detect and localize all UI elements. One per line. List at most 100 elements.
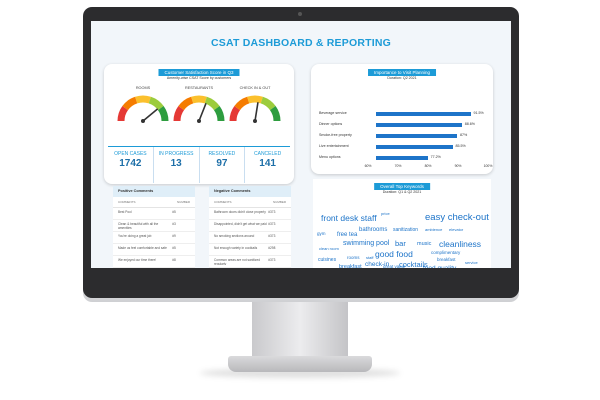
keyword: price [381,211,390,216]
bar-row: Beverage service 91.5% [319,110,499,118]
table-row: You're doing a great job #9 [113,232,195,244]
stat-canceled: CANCELED 141 [245,147,290,183]
x-tick-label: 100% [483,164,493,168]
keyword: breakfast [339,264,362,268]
negative-comment-list: Bathroom doors didn't close properly #373… [209,208,291,268]
keyword: cuisines [318,257,337,263]
table-row: Not enough variety in cocktails #298 [209,244,291,256]
keyword: gym [317,231,326,236]
gauge-hub [197,119,201,123]
bar-category-label: Dinner options [319,122,343,126]
keyword: check-in [365,261,390,268]
gauge-segment [122,96,138,111]
gauge-segment [157,106,169,122]
bar-value-label: 85.5% [455,144,466,148]
stat-value: 1742 [119,158,142,169]
bar-category-label: Smoke-free property [319,133,352,137]
bar-category-label: Beverage service [319,111,347,115]
stat-in-progress: IN PROGRESS 13 [154,147,200,183]
gauge-needle [254,102,259,122]
keyword: good food [375,249,413,259]
gauge-segment [247,95,263,104]
keyword: bar [395,239,406,248]
bar [376,112,471,116]
table-row: Disappointed, didn't get what we paid #37… [209,220,291,232]
keyword: ambience [425,227,443,232]
keywords-panel: Overall Top Keywords Duration: Q1 & Q2 2… [313,179,491,268]
stat-value: 141 [259,158,276,169]
keyword: sanitization [393,227,419,233]
keyword: easy check-out [425,212,489,223]
comment-number: #373 [268,258,276,262]
bar-row: Menu options 77.2% [319,154,499,162]
comment-number: #9 [172,234,176,238]
comment-number: #5 [172,210,176,214]
gauge-segment [204,96,220,111]
comment-number: #5 [172,246,176,250]
comment-text: No smoking sections around [214,234,255,238]
keyword: music [417,241,432,247]
x-tick-label: 70% [394,164,402,168]
column-header: COMMENTS [118,200,136,204]
importance-card: Importance to Visit Planning Duration: Q… [311,64,493,174]
gauge-segment [213,106,225,122]
bar [376,134,457,138]
stat-resolved: RESOLVED 97 [200,147,246,183]
importance-card-header: Importance to Visit Planning [368,69,436,76]
keyword: elevator [449,227,464,232]
x-tick-label: 60% [364,164,372,168]
comment-text: Disappointed, didn't get what we paid [214,222,267,226]
table-row: Bathroom doors didn't close properly #373 [209,208,291,220]
gauge-rooms: ROOMS [114,86,172,129]
stat-label: CANCELED [254,151,282,157]
stat-label: OPEN CASES [114,151,147,157]
table-row: Made us feel comfortable and safe #5 [113,244,195,256]
keywords-subtitle: Duration: Q1 & Q2 2021 [382,190,422,194]
gauge-label: ROOMS [135,86,151,90]
table-row: Common areas are not sanitized regularly… [209,256,291,268]
keyword: cocktails [399,260,428,268]
gauge-segment [191,95,207,104]
x-tick-label: 90% [454,164,462,168]
monitor-bezel: CSAT DASHBOARD & REPORTING Customer Sati… [83,7,519,298]
gauge-hub [141,119,145,123]
comment-number: #8 [172,258,176,262]
table-row: No smoking sections around #373 [209,232,291,244]
keyword: rooms [347,255,360,260]
gauge-hub [253,119,257,123]
positive-comments-panel: Positive Comments COMMENTS NUMBER Best P… [113,186,195,268]
comment-text: You're doing a great job [118,234,152,238]
gauge-segment [178,96,194,111]
gauge-restaurants: RESTAURANTS [170,86,228,129]
keyword: clean room [319,246,339,251]
comment-text: Not enough variety in cocktails [214,246,258,250]
negative-comments-panel: Negative Comments COMMENTS NUMBER Bathro… [209,186,291,268]
comment-text: Best Pool [118,210,132,214]
gauge-segment [135,95,151,104]
keyword: breakfast [437,257,456,262]
table-row: Best Pool #5 [113,208,195,220]
bar-value-label: 87% [460,133,468,137]
x-tick-label: 80% [424,164,432,168]
panel-title: Negative Comments [209,186,291,197]
comment-text: Made us feel comfortable and safe [118,246,167,250]
csat-card-subtitle: Amenity-wise CSAT Score by customers [166,76,232,80]
keyword: swimming pool [343,240,390,247]
gauge-label: RESTAURANTS [185,86,213,90]
keyword: complimentary [431,250,461,255]
keyword: bathrooms [359,227,388,233]
monitor-stand-base [228,356,372,372]
column-header: NUMBER [176,200,190,204]
gauge-needle [142,108,159,122]
gauge-segment [173,106,185,122]
gauge-segment [260,96,276,111]
importance-card-subtitle: Duration: Q2 2021 [387,76,417,80]
table-header: COMMENTS NUMBER [113,197,195,208]
page-title: CSAT DASHBOARD & REPORTING [210,37,391,49]
bar [376,123,462,127]
comment-text: Common areas are not sanitized regularly [214,258,261,265]
x-axis-ticks: 60% 70% 80% 90% 100% [364,164,493,170]
bar-row: Dinner options 88.6% [319,121,499,129]
comment-text: We enjoyed our time there! [118,258,157,262]
keyword: cleanliness [439,239,482,249]
